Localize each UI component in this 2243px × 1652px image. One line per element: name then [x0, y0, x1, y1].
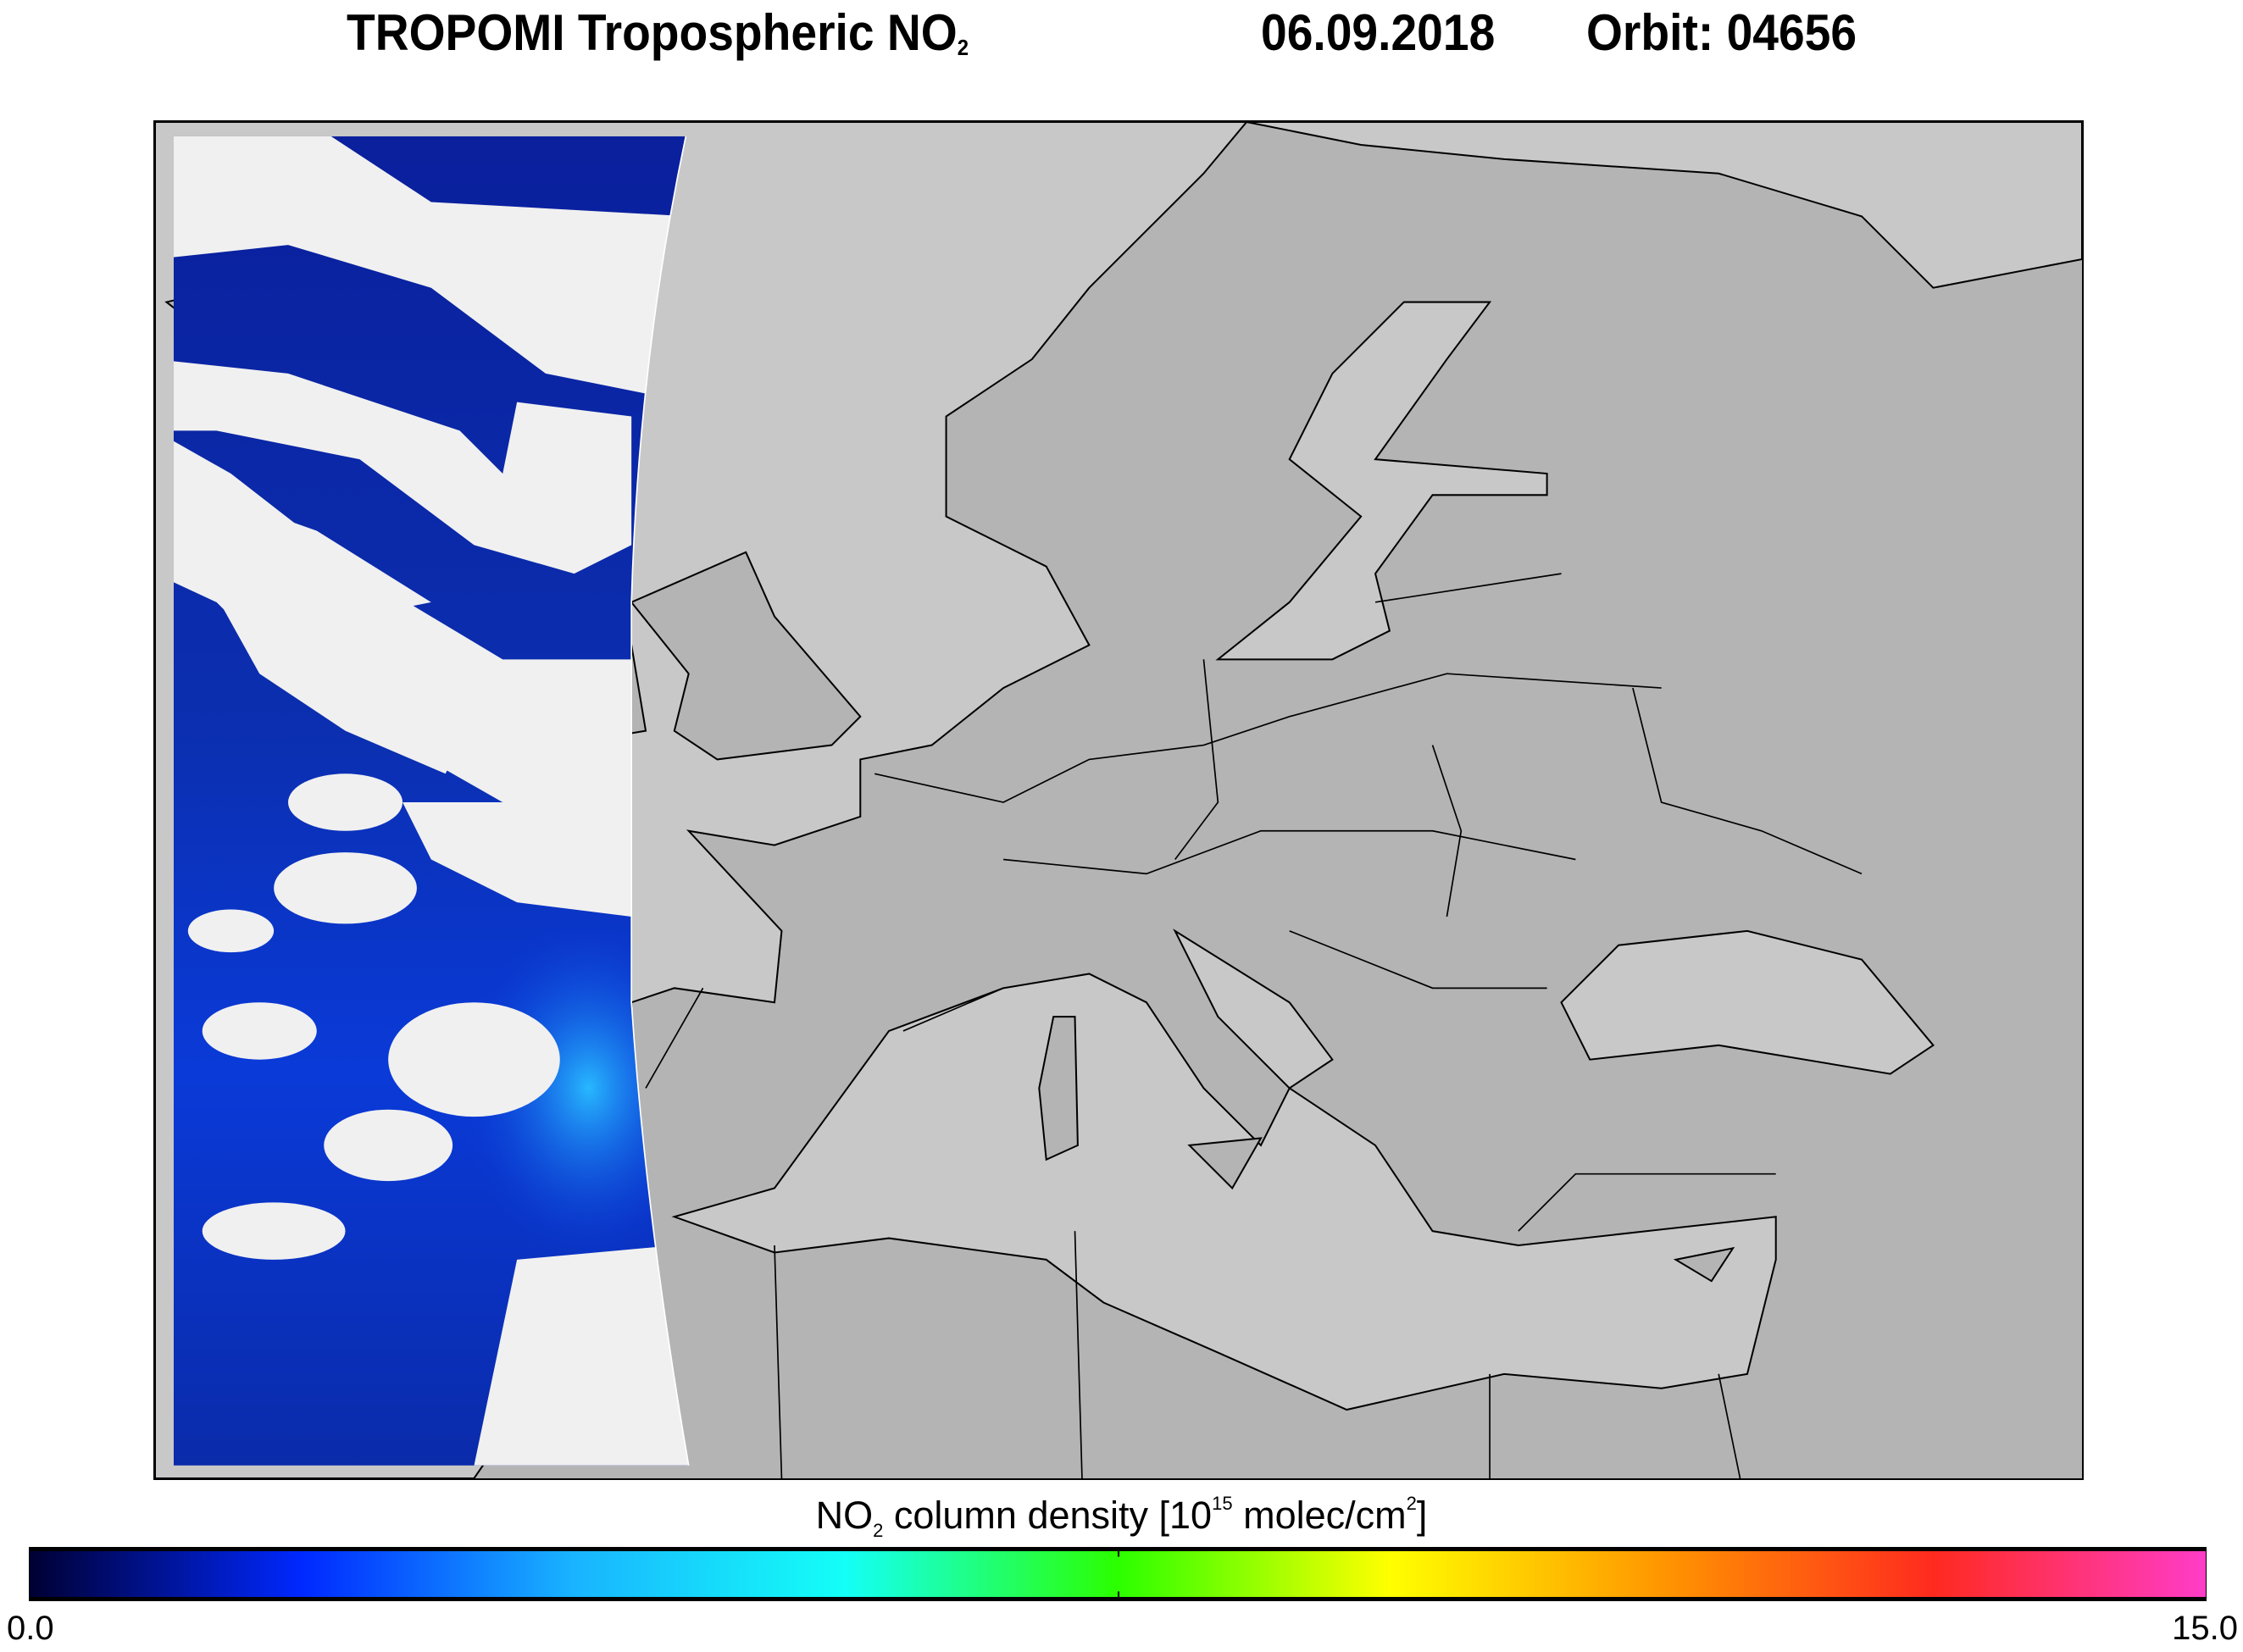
colorbar-title-unit: molec/cm	[1232, 1494, 1407, 1537]
cloud-cover	[173, 136, 689, 1466]
colorbar-title-middle: column density [10	[883, 1494, 1213, 1537]
baltic-sea	[1215, 301, 1548, 661]
borders	[645, 573, 1863, 1478]
colorbar-title-suffix: ]	[1416, 1494, 1428, 1537]
colorbar-title-prefix: NO	[815, 1494, 874, 1537]
colorbar-title: NO2 column density [1015 molec/cm2]	[0, 1493, 2243, 1542]
product-title: TROPOMI Tropospheric NO2	[347, 3, 969, 62]
date-label: 06.09.2018	[1261, 4, 1496, 61]
sicily	[1187, 1137, 1263, 1190]
swath-edge	[630, 136, 690, 1466]
colorbar-max-label: 15.0	[2172, 1610, 2238, 1647]
adriatic-sea	[1173, 929, 1334, 1089]
tropomi-swath	[173, 136, 689, 1466]
black-sea	[1560, 929, 1935, 1075]
colorbar-title-subscript: 2	[873, 1520, 884, 1541]
mediterranean-sea	[671, 973, 1777, 1411]
map-frame	[153, 120, 2084, 1480]
colorbar-title-unit-exponent: 2	[1406, 1493, 1417, 1514]
orbit-label: Orbit: 04656	[1586, 4, 1857, 61]
colorbar-min-label: 0.0	[7, 1610, 54, 1647]
colorbar-title-exponent: 15	[1212, 1493, 1233, 1514]
product-title-text: TROPOMI Tropospheric NO	[347, 4, 958, 61]
colorbar-mid-tick	[1118, 1551, 1119, 1597]
great-britain	[630, 551, 862, 761]
cyprus	[1673, 1246, 1735, 1283]
colorbar	[29, 1547, 2207, 1601]
sardinia-corsica	[1038, 1016, 1079, 1161]
map-svg	[155, 122, 2082, 1478]
barents-sea	[1246, 122, 2082, 289]
product-title-subscript: 2	[957, 35, 969, 60]
